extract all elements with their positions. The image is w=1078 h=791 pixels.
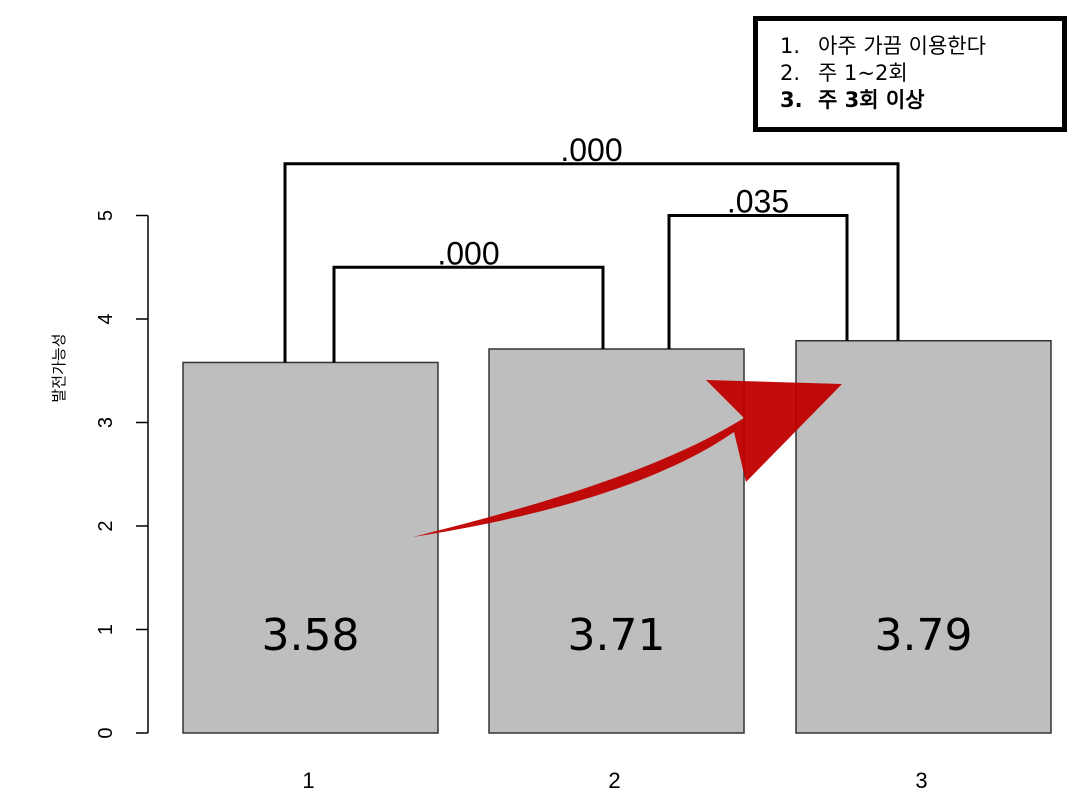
legend-item: 1. 아주 가끔 이용한다 [780,33,1062,60]
legend-item-number: 2. [780,61,801,85]
p-value-label: .000 [560,132,622,168]
bars: 3.58 1 3.71 2 3.79 3 [182,339,1052,791]
legend: 1. 아주 가끔 이용한다 2. 주 1~2회 3. 주 3회 이상 [753,16,1067,132]
legend-item-label: 주 3회 이상 [818,88,925,112]
legend-item: 2. 주 1~2회 [780,60,1062,87]
y-axis: 0 1 2 3 4 5 [95,210,149,739]
bar-value-label: 3.79 [875,610,973,661]
bar-value-label: 3.71 [568,610,666,661]
comparison-bracket [283,162,900,363]
x-tick-label: 3 [915,768,927,791]
legend-item-number: 3. [780,88,803,112]
x-tick-label: 2 [608,768,620,791]
y-axis-label: 발전가능성 [50,333,68,402]
legend-item-label: 주 1~2회 [818,61,908,85]
p-value-label: .000 [437,235,499,271]
y-tick-label: 3 [95,417,117,428]
x-tick-label: 1 [302,768,314,791]
y-tick-label: 0 [95,727,117,738]
bar [488,348,745,734]
trend-arrow [413,380,842,537]
y-tick-label: 4 [95,313,117,324]
legend-item-label: 아주 가끔 이용한다 [818,34,986,58]
bar [795,339,1052,734]
y-tick-label: 2 [95,520,117,531]
comparison-bracket [332,265,605,363]
comparison-bracket [667,214,849,350]
legend-item: 3. 주 3회 이상 [780,87,1062,114]
y-tick-label: 1 [95,624,117,635]
legend-item-number: 1. [780,34,801,58]
trend-arrow-icon [413,380,842,537]
p-value-label: .035 [727,184,789,220]
bar-value-label: 3.58 [262,610,360,661]
comparison-brackets: .000 .000 .035 [283,132,900,363]
y-tick-label: 5 [95,210,117,221]
bar [182,361,439,734]
